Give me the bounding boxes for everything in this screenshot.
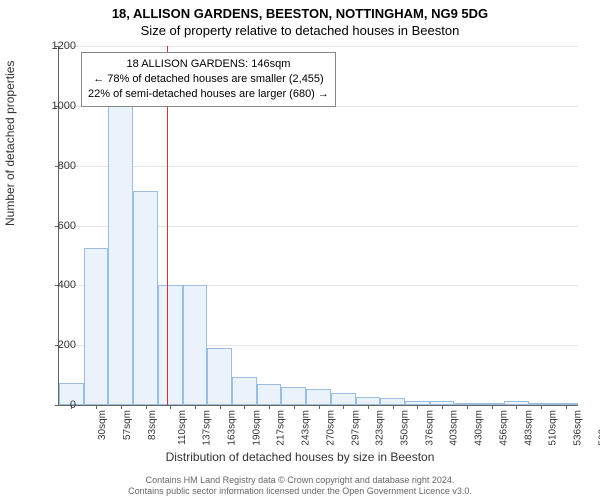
ytick-label: 400 [46,279,76,291]
annotation-box: 18 ALLISON GARDENS: 146sqm ← 78% of deta… [81,52,336,107]
xtick-mark [220,405,221,409]
xtick-label: 57sqm [122,410,133,440]
histogram-bar [380,398,405,405]
xtick-mark [244,405,245,409]
ytick-label: 0 [46,399,76,411]
footer-line2: Contains public sector information licen… [0,486,600,497]
xtick-mark [492,405,493,409]
xtick-label: 350sqm [400,410,411,446]
xtick-label: 323sqm [375,410,386,446]
xtick-label: 403sqm [449,410,460,446]
xtick-label: 243sqm [301,410,312,446]
histogram-bar [158,285,183,405]
annotation-line3: 22% of semi-detached houses are larger (… [88,87,329,102]
chart-container: 18, ALLISON GARDENS, BEESTON, NOTTINGHAM… [0,0,600,500]
histogram-bar [356,397,381,405]
xtick-mark [541,405,542,409]
histogram-bar [207,348,232,405]
xtick-label: 217sqm [276,410,287,446]
gridline [59,166,578,167]
y-axis-label: Number of detached properties [3,61,17,226]
xtick-mark [121,405,122,409]
xtick-label: 510sqm [548,410,559,446]
histogram-bar [257,384,282,405]
xtick-label: 163sqm [227,410,238,446]
xtick-label: 110sqm [176,410,187,445]
xtick-mark [566,405,567,409]
x-axis-label: Distribution of detached houses by size … [0,450,600,464]
xtick-label: 83sqm [147,410,158,440]
xtick-mark [516,405,517,409]
footer-text: Contains HM Land Registry data © Crown c… [0,475,600,497]
xtick-label: 430sqm [474,410,485,446]
histogram-bar [331,393,356,405]
ytick-label: 600 [46,220,76,232]
histogram-bar [306,389,331,405]
chart-subtitle: Size of property relative to detached ho… [0,21,600,38]
xtick-mark [146,405,147,409]
xtick-label: 270sqm [325,410,336,446]
ytick-label: 800 [46,160,76,172]
xtick-mark [319,405,320,409]
ytick-label: 1000 [46,100,76,112]
xtick-mark [294,405,295,409]
xtick-label: 297sqm [350,410,361,446]
xtick-mark [96,405,97,409]
xtick-mark [269,405,270,409]
histogram-bar [108,106,133,405]
xtick-label: 30sqm [97,410,108,440]
ytick-label: 1200 [46,40,76,52]
annotation-line2: ← 78% of detached houses are smaller (2,… [88,72,329,87]
xtick-label: 456sqm [498,410,509,446]
xtick-label: 137sqm [202,410,213,446]
plot-area: 18 ALLISON GARDENS: 146sqm ← 78% of deta… [58,46,578,406]
histogram-bar [84,248,109,405]
xtick-mark [393,405,394,409]
xtick-mark [442,405,443,409]
xtick-mark [467,405,468,409]
xtick-mark [417,405,418,409]
xtick-mark [195,405,196,409]
xtick-mark [343,405,344,409]
chart-address-title: 18, ALLISON GARDENS, BEESTON, NOTTINGHAM… [0,0,600,21]
xtick-mark [368,405,369,409]
xtick-label: 376sqm [424,410,435,446]
xtick-label: 483sqm [523,410,534,446]
xtick-label: 536sqm [573,410,584,446]
footer-line1: Contains HM Land Registry data © Crown c… [0,475,600,486]
histogram-bar [133,191,158,405]
gridline [59,46,578,47]
annotation-line1: 18 ALLISON GARDENS: 146sqm [88,57,329,72]
xtick-mark [170,405,171,409]
xtick-label: 190sqm [251,410,262,446]
histogram-bar [232,377,257,405]
histogram-bar [281,387,306,405]
histogram-bar [183,285,208,405]
ytick-label: 200 [46,339,76,351]
